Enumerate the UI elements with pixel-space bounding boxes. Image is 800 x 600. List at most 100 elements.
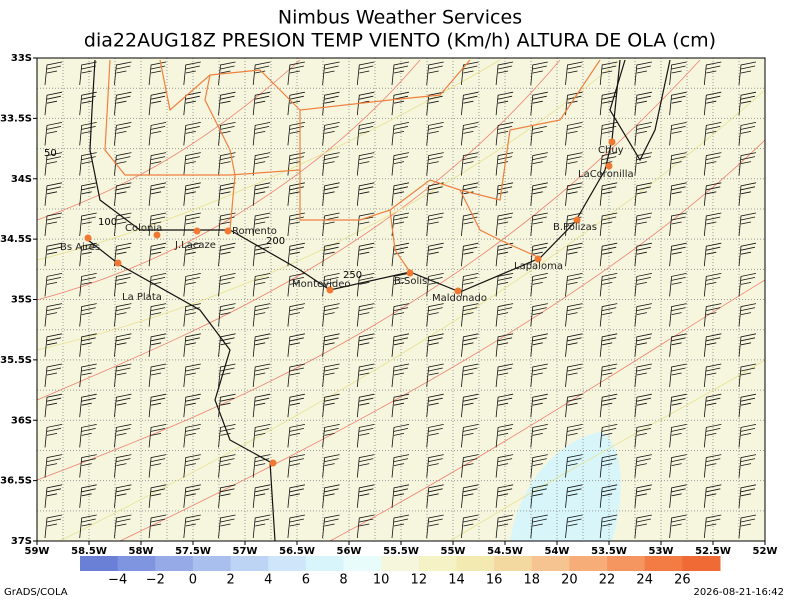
wind-barb <box>565 303 583 327</box>
lon-label: 52.5W <box>695 546 731 557</box>
wind-barb <box>669 393 687 418</box>
wind-barb <box>738 333 757 357</box>
wind-barb <box>599 182 618 206</box>
colorbar-swatch <box>456 556 495 571</box>
wind-barb <box>218 273 236 297</box>
wind-barb <box>356 303 375 327</box>
city-marker <box>608 138 616 146</box>
colorbar-swatch <box>155 556 194 571</box>
wind-barb <box>634 122 652 146</box>
wind-barb <box>44 454 63 478</box>
wind-barb <box>738 242 757 267</box>
wind-barb <box>148 393 167 418</box>
wind-barb <box>495 61 514 86</box>
wind-barb <box>461 424 479 448</box>
city-marker <box>269 459 277 467</box>
wind-barb <box>252 303 271 327</box>
colorbar-label: 10 <box>373 573 390 588</box>
lon-label: 58.5W <box>71 546 107 557</box>
wind-barb <box>703 303 722 327</box>
city-label: La Plata <box>122 292 162 303</box>
wind-barb <box>530 333 548 357</box>
wind-barb <box>461 122 479 146</box>
wind-barb <box>530 363 548 388</box>
wind-barb <box>218 61 236 86</box>
wind-barb <box>530 212 548 237</box>
city-marker <box>84 234 92 242</box>
wind-barb <box>703 454 722 478</box>
colorbar-label: 8 <box>339 573 347 588</box>
wind-barb <box>495 303 514 327</box>
wind-barb <box>44 273 63 297</box>
wind-barb <box>495 363 514 388</box>
wind-barb <box>183 363 201 388</box>
wind-barb <box>634 454 652 478</box>
wind-barb <box>738 424 757 448</box>
colorbar-label: 18 <box>523 573 540 588</box>
wind-barb <box>426 514 444 539</box>
wind-barb <box>426 454 444 478</box>
wind-barb <box>495 122 514 146</box>
wind-barb <box>356 424 375 448</box>
lon-label: 57.5W <box>175 546 211 557</box>
wind-barb <box>599 303 618 327</box>
wind-barb <box>495 484 514 508</box>
footer-right: 2026-08-21-16:42 <box>693 587 784 598</box>
wind-barb <box>322 363 340 388</box>
wind-barb <box>148 484 167 508</box>
wind-barb <box>530 484 548 508</box>
wind-barb <box>44 61 63 86</box>
wind-barb <box>391 393 410 418</box>
wind-barb <box>495 454 514 478</box>
wind-barb <box>183 242 201 267</box>
contours <box>36 59 766 542</box>
wind-barb <box>79 212 97 237</box>
wind-barb <box>461 61 479 86</box>
wind-barb <box>356 333 375 357</box>
colorbar-swatch <box>569 556 608 571</box>
wind-barb <box>530 273 548 297</box>
colorbar-swatch <box>418 556 457 571</box>
wind-barb <box>530 91 548 116</box>
wind-barb <box>252 514 271 539</box>
colorbar-label: 16 <box>486 573 503 588</box>
wind-barb <box>634 212 652 237</box>
wind-barb <box>148 182 167 206</box>
wind-barb <box>530 242 548 267</box>
wind-barb <box>252 61 271 86</box>
wind-barb <box>252 424 271 448</box>
wind-barb <box>183 514 201 539</box>
wind-barb <box>148 454 167 478</box>
contour-label: 50 <box>44 148 57 159</box>
wind-barb <box>738 393 757 418</box>
wind-barb <box>252 273 271 297</box>
wind-barb <box>495 212 514 237</box>
wind-barb <box>287 273 305 297</box>
wind-barb <box>426 484 444 508</box>
wind-barb <box>79 424 97 448</box>
wind-barb <box>495 393 514 418</box>
wind-barb <box>703 333 722 357</box>
wind-barb <box>252 484 271 508</box>
lon-label: 56.5W <box>279 546 315 557</box>
city-marker <box>114 259 122 267</box>
wind-barb <box>565 122 583 146</box>
wind-barb <box>252 182 271 206</box>
wind-barb <box>148 242 167 267</box>
wind-barb <box>703 122 722 146</box>
wind-barb <box>356 182 375 206</box>
lon-label: 53W <box>649 546 674 557</box>
wind-barb <box>634 333 652 357</box>
colorbar-label: 6 <box>302 573 310 588</box>
wind-barb <box>79 454 97 478</box>
lon-label: 53.5W <box>591 546 627 557</box>
wind-barb <box>461 273 479 297</box>
wind-barb <box>252 91 271 116</box>
wind-barb <box>495 514 514 539</box>
wind-barb <box>703 152 722 176</box>
wind-barb <box>356 242 375 267</box>
wind-barb <box>565 182 583 206</box>
wind-barb <box>461 91 479 116</box>
wind-barb <box>218 182 236 206</box>
wind-barb <box>79 333 97 357</box>
